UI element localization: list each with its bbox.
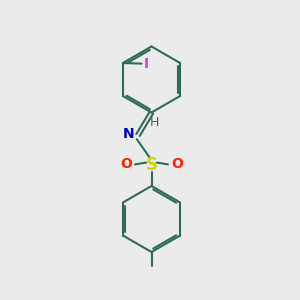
Text: S: S [146, 156, 158, 174]
Text: O: O [120, 158, 132, 171]
Text: I: I [143, 57, 148, 70]
Text: O: O [171, 158, 183, 171]
Text: N: N [123, 128, 134, 141]
Text: H: H [150, 116, 159, 129]
